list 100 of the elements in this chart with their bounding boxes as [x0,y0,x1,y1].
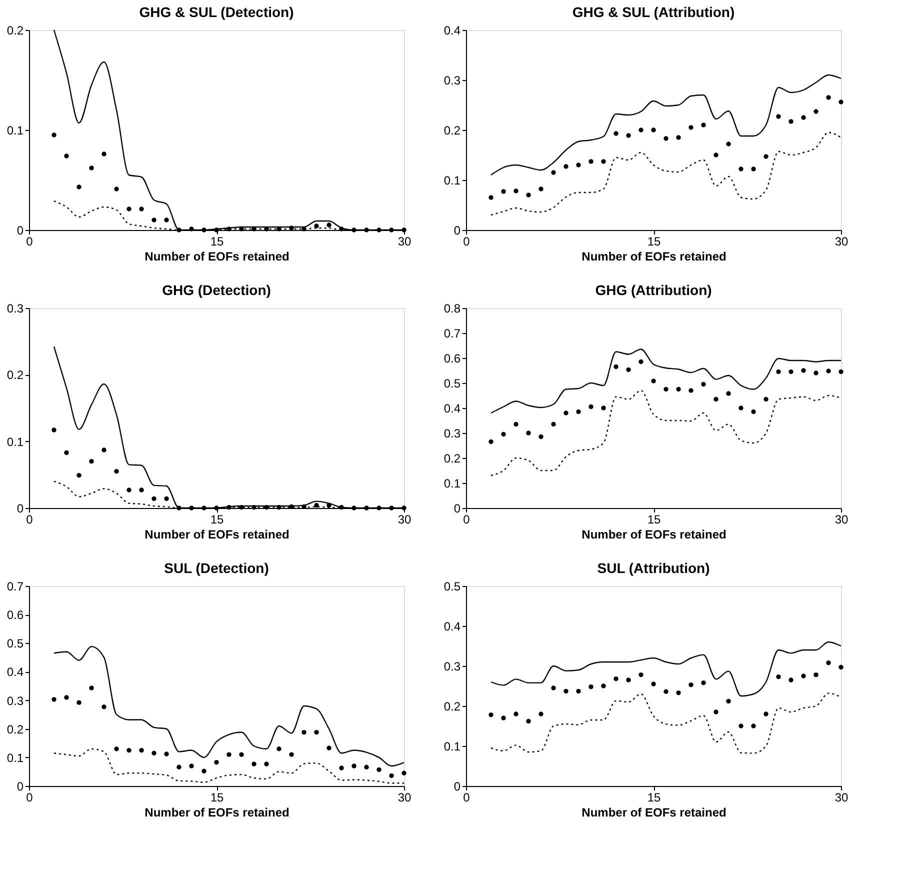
point [688,388,694,393]
y-tick-label: 0.3 [444,426,461,440]
y-tick-label: 0.5 [444,376,461,390]
chart-title: SUL (Attribution) [597,560,710,576]
point [52,428,56,432]
point [651,378,656,384]
point [576,688,581,694]
point [514,712,518,716]
point [801,115,806,120]
point [564,688,568,694]
point [126,488,132,492]
point [152,496,156,502]
point [538,712,544,716]
point [588,404,594,410]
line-series [490,348,842,414]
point [538,434,544,440]
line-series [490,641,842,697]
y-tick-label: 0.1 [6,750,24,765]
point [601,406,606,410]
point [52,132,56,138]
y-tick-label: 0.3 [444,74,461,88]
point [576,409,581,414]
point [339,504,344,510]
point [164,752,169,756]
point [838,100,844,104]
point [302,730,306,735]
point [102,152,106,156]
point [726,142,731,146]
y-tick-label: 0.6 [6,608,24,622]
point [76,184,82,190]
point [526,192,531,198]
point [638,128,644,132]
y-tick-label: 0 [16,780,24,794]
point [64,695,69,700]
y-tick-label: 0.3 [6,694,24,708]
point [488,439,494,444]
point [538,186,544,192]
point [114,186,119,192]
point [751,409,756,414]
y-tick-label: 0.1 [444,174,461,188]
point [738,166,744,172]
point [638,672,644,678]
point [814,370,818,376]
line-series [53,646,405,767]
point [788,119,794,124]
y-tick-label: 0.1 [444,476,461,490]
point [114,746,119,752]
point [788,369,794,374]
point [76,700,82,705]
point [726,698,731,704]
point [501,432,506,437]
x-tick-label: 15 [210,512,224,526]
point [314,502,319,508]
x-axis-title: Number of EOFs retained [144,528,290,542]
point [326,222,332,228]
point [726,391,731,396]
point [402,228,406,232]
point [601,159,606,164]
y-tick-label: 0 [454,780,461,794]
x-axis-title: Number of EOFs retained [582,250,726,264]
y-tick-label: 0.1 [6,124,24,138]
point [838,664,844,670]
point [514,188,518,194]
chart-title: GHG (Detection) [162,282,271,298]
point [826,95,831,100]
point [564,410,568,416]
point [651,128,656,132]
point [688,125,694,130]
point [701,680,706,686]
point [352,764,356,768]
point [102,448,106,452]
y-tick-label: 0.2 [444,700,461,714]
point [801,368,806,373]
point [289,752,294,757]
y-tick-label: 0.1 [444,740,461,754]
x-tick-label: 15 [647,234,661,248]
y-tick-label: 0 [16,502,24,516]
y-tick-label: 0.2 [6,24,24,38]
y-tick-label: 0 [454,224,461,238]
y-tick-label: 0 [16,224,24,238]
point [226,752,232,757]
point [814,672,818,678]
point [214,760,219,765]
y-tick-label: 0 [454,502,461,516]
point [501,716,506,720]
point [714,396,718,402]
y-tick-label: 0.7 [6,580,24,594]
x-tick-label: 0 [26,234,34,248]
point [364,764,369,770]
x-tick-label: 30 [834,790,848,804]
point [239,752,244,757]
y-tick-label: 0.4 [444,620,461,634]
x-tick-label: 30 [834,512,848,526]
point [114,468,119,474]
point [389,773,394,778]
point [564,164,568,169]
line-series [490,692,842,754]
y-tick-label: 0.4 [444,24,461,38]
x-tick-label: 15 [647,790,661,804]
point [576,162,581,168]
